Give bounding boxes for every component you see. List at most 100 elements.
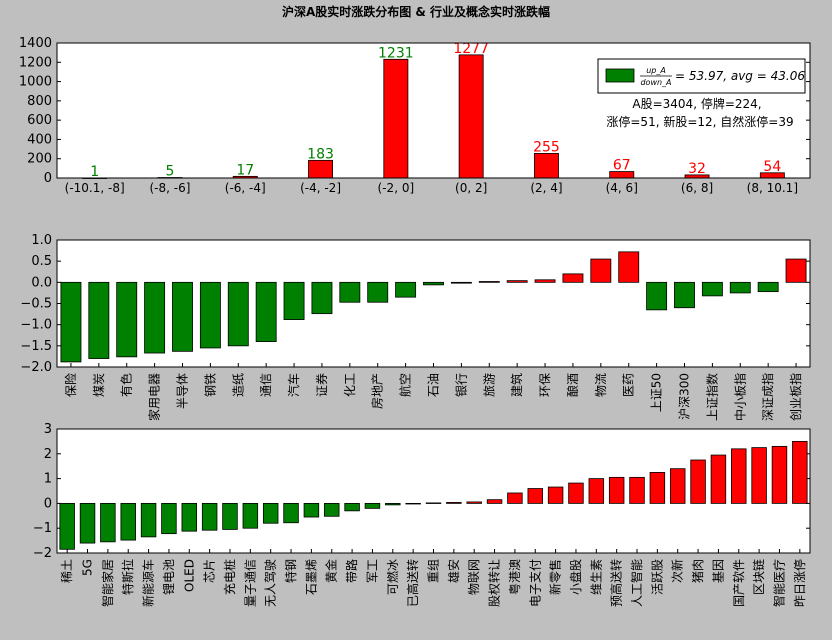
x-tick-label: 新零售: [548, 559, 563, 595]
legend-denominator: down_A: [640, 78, 671, 87]
y-tick-label: −2.0: [20, 360, 52, 375]
bar: [568, 482, 584, 504]
bar: [283, 281, 305, 320]
data-label: 5: [165, 164, 174, 180]
figure-title: 沪深A股实时涨跌分布图 & 行业及概念实时涨跌幅: [282, 4, 550, 19]
y-tick-label: 0: [44, 496, 52, 511]
bar: [311, 281, 333, 315]
bar: [562, 273, 584, 283]
bar: [729, 281, 751, 294]
bar: [466, 501, 482, 504]
x-tick-label: 已高送转: [405, 559, 420, 607]
bar: [649, 471, 666, 504]
bar: [527, 488, 543, 504]
bar: [486, 499, 503, 504]
bar: [618, 251, 640, 283]
bar: [385, 502, 401, 506]
x-tick-label: 人工智能: [629, 559, 644, 607]
y-tick-label: 200: [27, 152, 52, 167]
x-tick-label: 家用电器: [147, 373, 162, 421]
bar: [608, 476, 625, 504]
bar: [303, 502, 320, 518]
x-tick-label: 带路: [344, 559, 359, 583]
bar: [383, 58, 409, 179]
x-tick-label: 煤炭: [92, 373, 106, 397]
y-tick-label: 3: [44, 422, 52, 437]
x-tick-label: 酿酒: [565, 373, 580, 397]
x-tick-label: 维生素: [589, 559, 603, 595]
bar: [367, 281, 389, 303]
annotation-stock-count: A股=3404, 停牌=224,: [632, 96, 761, 111]
plot-frame-1: [56, 42, 811, 179]
bar: [140, 502, 157, 538]
bar: [201, 502, 218, 531]
bar: [262, 502, 279, 524]
bar: [534, 279, 556, 283]
y-tick-label: 800: [27, 94, 52, 109]
bar: [60, 281, 82, 363]
x-tick-label: 芯片: [203, 559, 217, 583]
y-tick-label: −1.5: [20, 339, 52, 354]
bar: [283, 502, 299, 524]
bar: [446, 502, 462, 504]
bar: [364, 502, 381, 509]
bar: [792, 440, 808, 504]
bar: [646, 281, 668, 311]
x-tick-label: 通信: [259, 373, 273, 397]
bar: [669, 468, 686, 504]
x-tick-label: 上证指数: [704, 373, 719, 421]
y-tick-label: −2: [33, 546, 52, 561]
x-tick-label: 区块链: [751, 559, 766, 595]
x-tick-label: 稀土: [60, 559, 74, 583]
bar: [425, 502, 442, 504]
bar: [88, 281, 110, 359]
bar: [458, 54, 484, 179]
bar: [161, 502, 177, 535]
x-tick-label: 无人驾驶: [263, 559, 278, 607]
bar: [771, 445, 788, 504]
bar: [701, 281, 723, 297]
x-tick-label: 5G: [81, 559, 95, 576]
x-tick-label: 证券: [314, 373, 329, 397]
legend-numerator: up_A: [646, 66, 666, 75]
x-tick-label: 活跃股: [650, 559, 664, 595]
bar: [344, 502, 360, 512]
x-tick-label: 量子通信: [243, 559, 257, 607]
x-tick-label: 物联网: [467, 559, 481, 595]
x-tick-label: 沪深300: [678, 373, 692, 420]
y-tick-label: 1400: [19, 36, 52, 51]
x-tick-label: 房地产: [370, 373, 385, 409]
x-tick-label: 国产软件: [732, 559, 746, 607]
x-tick-label: 次新: [670, 559, 685, 583]
x-tick-label: (8, 10.1]: [747, 181, 798, 195]
x-tick-label: 智能家居: [100, 559, 115, 607]
annotation-limit-up: 涨停=51, 新股=12, 自然涨停=39: [606, 114, 793, 129]
x-tick-label: 可燃冰: [385, 559, 400, 595]
x-tick-label: 造纸: [231, 373, 245, 397]
x-tick-label: 雄安: [446, 559, 461, 583]
x-tick-label: 航空: [398, 373, 413, 397]
x-tick-label: 石墨烯: [304, 559, 318, 595]
x-tick-label: 保险: [63, 373, 78, 397]
y-tick-label: 0.0: [31, 275, 52, 290]
bar: [255, 281, 277, 343]
y-tick-label: 0.5: [31, 254, 52, 269]
bar: [100, 502, 116, 543]
data-label: 1: [90, 164, 99, 180]
plot-frame-2: [56, 239, 811, 368]
x-tick-label: 物流: [594, 373, 608, 397]
bar: [144, 281, 166, 354]
y-tick-label: 1.0: [31, 233, 52, 248]
bar: [308, 159, 333, 179]
x-tick-label: (6, 8]: [681, 181, 713, 195]
bar: [690, 459, 706, 504]
x-tick-label: (-8, -6]: [149, 181, 190, 195]
bar: [478, 281, 500, 283]
y-tick-label: −1.0: [20, 318, 52, 333]
legend-swatch: [605, 68, 635, 83]
x-tick-label: 智能医疗: [771, 559, 786, 607]
x-tick-label: (0, 2]: [455, 181, 487, 195]
bar: [79, 502, 96, 544]
